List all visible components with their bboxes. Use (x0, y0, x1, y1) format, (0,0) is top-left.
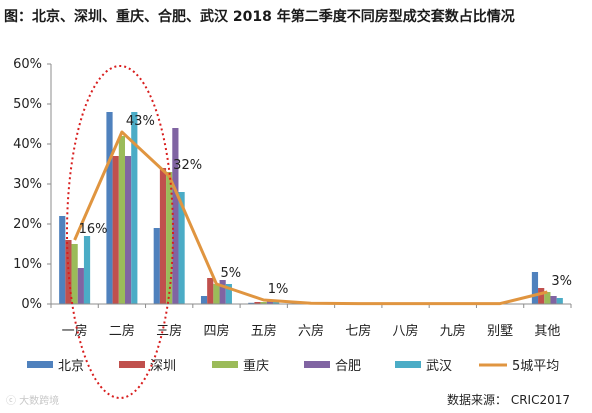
legend-swatch (27, 361, 53, 368)
legend-swatch (212, 361, 238, 368)
bar (112, 156, 119, 304)
bar (118, 136, 126, 304)
x-tick-label: 八房 (393, 323, 419, 339)
x-tick-label: 五房 (251, 323, 277, 339)
legend-swatch (119, 361, 145, 368)
x-tick-label: 四房 (203, 323, 229, 339)
y-tick-label: 60% (13, 57, 42, 72)
bar (219, 280, 226, 304)
x-tick-label: 六房 (298, 323, 324, 339)
x-tick-label: 七房 (345, 323, 371, 339)
series-line-5城平均 (73, 130, 548, 306)
bar (254, 302, 261, 304)
bar (556, 298, 563, 304)
legend-label: 武汉 (426, 359, 452, 374)
bar (266, 300, 274, 304)
legend-label: 重庆 (243, 358, 269, 374)
bar (178, 192, 185, 304)
data-label: 32% (173, 158, 202, 173)
bar (207, 278, 214, 304)
bar (65, 240, 72, 304)
legend-swatch (304, 361, 330, 368)
bar (71, 244, 78, 304)
bar (125, 156, 132, 304)
highlight-ellipse (66, 65, 174, 399)
x-tick-label: 别墅 (487, 324, 513, 339)
y-tick-label: 50% (13, 97, 42, 112)
legend-label: 北京 (58, 359, 84, 374)
data-label: 43% (126, 114, 155, 129)
legend-label: 合肥 (335, 359, 361, 374)
bar (166, 172, 173, 304)
y-tick-label: 10% (13, 257, 42, 272)
data-source: 数据来源： CRIC2017 (447, 393, 570, 407)
chart-title: 图：北京、深圳、重庆、合肥、武汉 2018 年第二季度不同房型成交套数占比情况 (4, 9, 515, 25)
x-tick-label: 九房 (440, 323, 466, 339)
x-tick-label: 其他 (534, 324, 560, 339)
bar (59, 216, 66, 304)
bar (77, 268, 84, 304)
x-tick-label: 二房 (109, 323, 135, 339)
bar (172, 128, 179, 304)
x-tick-label: 三房 (156, 323, 182, 339)
legend-swatch (395, 361, 421, 368)
bar (225, 284, 232, 304)
data-label: 16% (79, 222, 108, 237)
bar (550, 296, 557, 304)
bar (538, 288, 545, 304)
data-label: 1% (268, 282, 289, 297)
bar (531, 272, 539, 304)
y-tick-label: 0% (21, 297, 42, 312)
data-label: 5% (220, 266, 241, 281)
bar (159, 168, 167, 304)
y-tick-label: 20% (13, 217, 42, 232)
bar (248, 302, 255, 304)
bar (260, 302, 267, 304)
bar (544, 292, 551, 304)
y-tick-label: 40% (13, 137, 42, 152)
bar (106, 112, 113, 304)
x-tick-label: 一房 (62, 323, 88, 339)
legend-label: 5城平均 (512, 359, 559, 374)
watermark: ⓒ 大数跨境 (6, 396, 60, 407)
data-label: 3% (551, 274, 572, 289)
bar (131, 112, 138, 304)
y-tick-label: 30% (13, 177, 42, 192)
bar (213, 284, 220, 304)
legend-label: 深圳 (150, 359, 176, 374)
bar (273, 300, 280, 304)
bar (153, 228, 160, 304)
bar (200, 296, 208, 304)
bar (83, 236, 91, 304)
